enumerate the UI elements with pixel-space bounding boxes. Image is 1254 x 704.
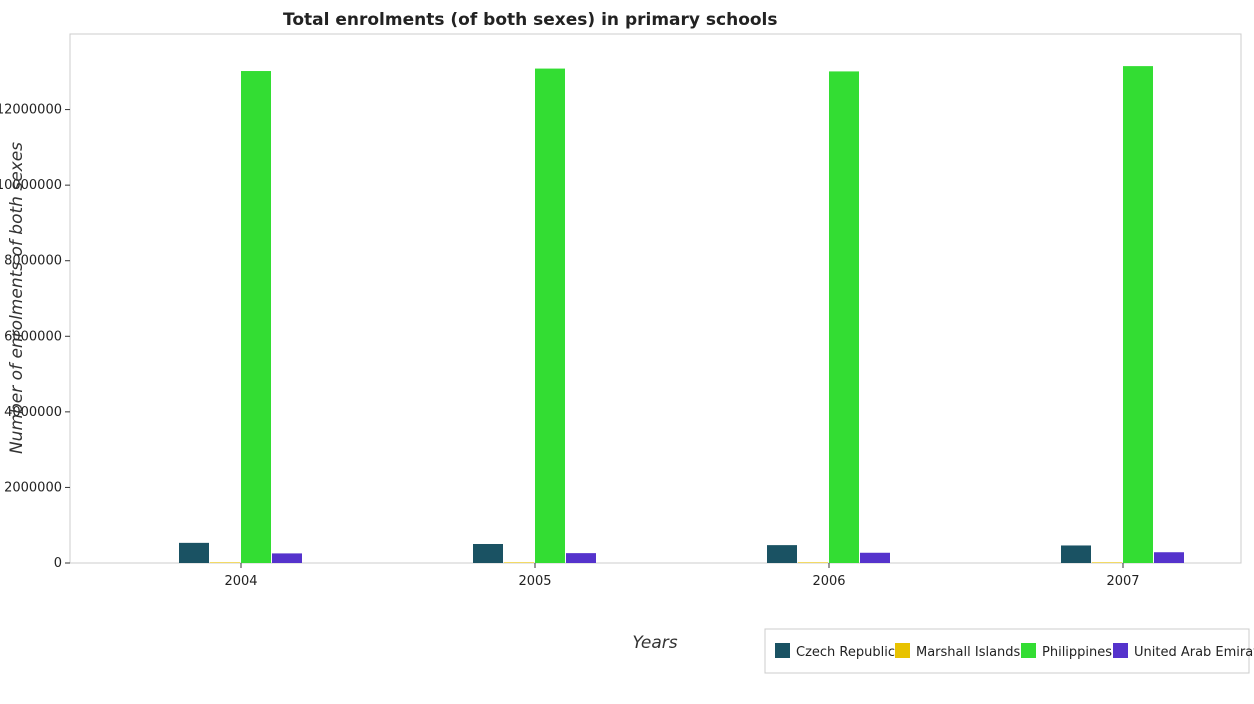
y-tick-label: 10000000 [0, 178, 62, 193]
legend-box [764, 628, 1250, 674]
legend: Czech Republic Marshall Islands Philippine… [764, 628, 1254, 674]
legend-swatch [1021, 643, 1036, 658]
bar-czech-republic-2006 [767, 545, 797, 563]
bar-united-arab-emirates-2004 [272, 553, 302, 563]
x-tick-label: 2007 [1106, 574, 1139, 589]
x-axis-label: Years [632, 633, 677, 653]
bar-united-arab-emirates-2007 [1154, 552, 1184, 563]
y-axis-label: Number of enrolments of both sexes [7, 142, 27, 454]
legend-label: Czech Republic [796, 645, 895, 660]
bar-czech-republic-2005 [473, 543, 503, 563]
bar-united-arab-emirates-2005 [566, 553, 596, 563]
bar-philippines-2006 [829, 71, 859, 563]
bar-philippines-2005 [535, 68, 565, 564]
x-tick-label: 2004 [224, 574, 257, 589]
bar-czech-republic-2007 [1061, 545, 1091, 563]
bar-philippines-2004 [241, 71, 271, 563]
bar-czech-republic-2004 [179, 542, 209, 563]
y-tick-label: 6000000 [4, 329, 62, 344]
legend-swatch [1113, 643, 1128, 658]
x-axis-ticks: 2004 2005 2006 2007 [224, 563, 1140, 589]
legend-label: United Arab Emirates [1134, 645, 1254, 660]
bar-marshall-islands-2004 [210, 562, 240, 563]
bar-marshall-islands-2005 [504, 562, 534, 563]
y-axis-ticks: 0 2000000 4000000 6000000 8000000 10000000 120… [0, 103, 70, 571]
y-tick-label: 2000000 [4, 480, 62, 495]
bar-marshall-islands-2006 [798, 562, 828, 563]
bar-marshall-islands-2007 [1092, 562, 1122, 563]
chart-title: Total enrolments (of both sexes) in prim… [283, 10, 778, 30]
y-tick-label: 8000000 [4, 254, 62, 269]
legend-label: Philippines [1042, 645, 1112, 660]
y-tick-label: 12000000 [0, 103, 62, 118]
bars [179, 66, 1184, 564]
legend-label: Marshall Islands [916, 645, 1021, 660]
x-tick-label: 2006 [812, 574, 845, 589]
x-tick-label: 2005 [518, 574, 551, 589]
bar-united-arab-emirates-2006 [860, 552, 890, 563]
y-tick-label: 0 [54, 556, 62, 571]
legend-swatch [775, 643, 790, 658]
y-tick-label: 4000000 [4, 405, 62, 420]
bar-philippines-2007 [1123, 66, 1153, 563]
legend-swatch [895, 643, 910, 658]
